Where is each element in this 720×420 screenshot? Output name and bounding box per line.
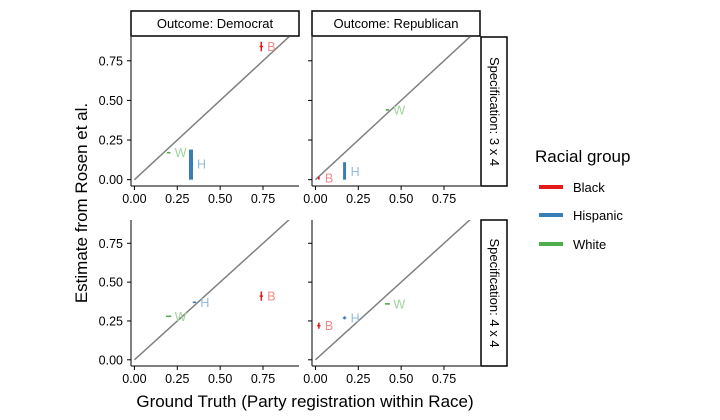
facet-strip-col-0	[130, 10, 300, 37]
x-tick-label: 0.50	[208, 192, 232, 206]
reference-line-y-equals-x	[314, 37, 471, 181]
x-tick-label: 0.50	[389, 372, 413, 386]
y-tick-label: 0.00	[99, 173, 123, 187]
x-tick-label: 0.25	[346, 192, 370, 206]
panel-plot-area-r0c1: B H W	[314, 37, 471, 186]
y-tick-label: 0.50	[99, 276, 123, 290]
point-label-black: B	[325, 172, 333, 186]
x-tick-label: 0.25	[165, 192, 189, 206]
legend-title: Racial group	[535, 147, 630, 166]
reference-line-y-equals-x	[133, 220, 290, 361]
panel-plot-area-r0c0: B HW	[133, 37, 290, 181]
x-tick-label: 0.25	[346, 372, 370, 386]
facet-col-label: Outcome: Republican	[333, 16, 458, 31]
point-label-hispanic: H	[351, 165, 360, 179]
point-label-white: W	[393, 103, 405, 117]
x-tick-label: 0.00	[303, 372, 327, 386]
y-axis-title: Estimate from Rosen et al.	[72, 103, 91, 303]
reference-line-y-equals-x	[314, 220, 471, 361]
facet-row-label: Specification: 3 x 4	[487, 57, 502, 166]
panel-plot-area-r1c0: B HW	[133, 220, 290, 361]
panel-plot-area-r1c1: B H W	[314, 220, 471, 361]
x-tick-label: 0.75	[251, 372, 275, 386]
point-label-hispanic: H	[200, 296, 209, 310]
x-tick-label: 0.00	[122, 192, 146, 206]
y-tick-label: 0.75	[99, 237, 123, 251]
y-tick-label: 0.25	[99, 314, 123, 328]
y-tick-label: 0.00	[99, 353, 123, 367]
point-label-white: W	[393, 297, 405, 311]
y-tick-label: 0.25	[99, 134, 123, 148]
reference-line-y-equals-x	[133, 37, 290, 181]
x-tick-label: 0.75	[432, 192, 456, 206]
x-tick-label: 0.00	[122, 372, 146, 386]
facet-col-label: Outcome: Democrat	[157, 16, 274, 31]
facet-row-label: Specification: 4 x 4	[487, 238, 502, 347]
facet-strip-row-1	[480, 219, 508, 367]
x-tick-label: 0.00	[303, 192, 327, 206]
facet-strip-row-0	[480, 36, 508, 187]
x-tick-label: 0.75	[432, 372, 456, 386]
point-label-black: B	[267, 40, 275, 54]
legend-label-hispanic: Hispanic	[573, 208, 623, 223]
facet-strip-col-1	[311, 10, 481, 37]
x-tick-label: 0.50	[389, 192, 413, 206]
point-label-hispanic: H	[351, 311, 360, 325]
legend-label-white: White	[573, 237, 606, 252]
y-tick-label: 0.75	[99, 54, 123, 68]
x-tick-label: 0.50	[208, 372, 232, 386]
point-label-white: W	[175, 146, 187, 160]
x-tick-label: 0.25	[165, 372, 189, 386]
y-tick-label: 0.50	[99, 94, 123, 108]
legend-label-black: Black	[573, 180, 605, 195]
point-label-black: B	[267, 290, 275, 304]
point-label-black: B	[325, 319, 333, 333]
x-tick-label: 0.75	[251, 192, 275, 206]
point-label-hispanic: H	[197, 157, 206, 171]
x-axis-title: Ground Truth (Party registration within …	[136, 392, 473, 411]
point-label-white: W	[175, 310, 187, 324]
